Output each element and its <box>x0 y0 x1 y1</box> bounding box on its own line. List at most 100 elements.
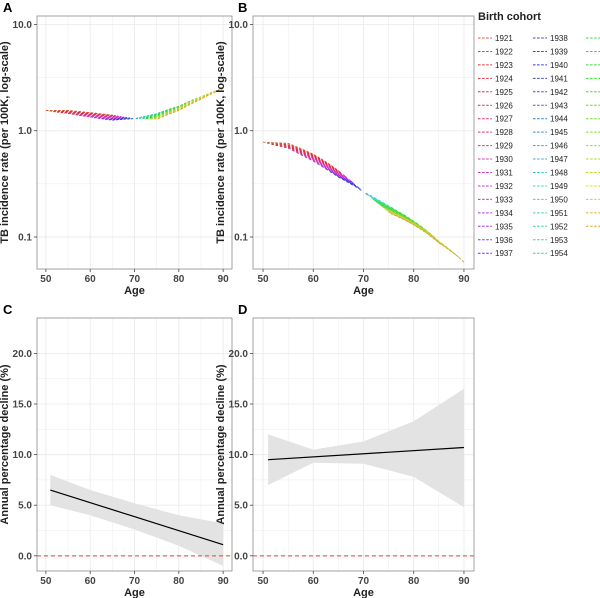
panel-letter: C <box>3 302 13 317</box>
y-tick-label: 20.0 <box>229 349 249 360</box>
legend-item: 1950 <box>533 195 568 204</box>
panel-letter: B <box>238 0 247 15</box>
cohort-series-line <box>386 210 456 255</box>
legend-item: 1937 <box>478 249 513 258</box>
x-tick-label: 50 <box>257 576 269 587</box>
y-tick-label: 15.0 <box>13 400 33 411</box>
y-axis-title: TB incidence rate (per 100K, log-scale) <box>215 41 227 244</box>
legend-item: 1926 <box>478 101 513 110</box>
x-axis-title: Age <box>124 285 145 297</box>
legend-label: 1935 <box>495 222 513 231</box>
cohort-series-line <box>156 87 224 120</box>
plot-area <box>262 141 465 263</box>
legend-label: 1925 <box>495 88 513 97</box>
x-tick-label: 60 <box>308 576 320 587</box>
x-tick-label: 90 <box>218 274 230 285</box>
y-axis-title: Annual percentage decline (%) <box>215 364 227 524</box>
y-tick-label: 0.0 <box>18 551 32 562</box>
legend-label: 1939 <box>550 47 568 56</box>
legend-item: 1949 <box>533 182 568 191</box>
legend-label: 1950 <box>550 195 568 204</box>
plot-area <box>37 474 232 566</box>
legend-label: 1930 <box>495 155 513 164</box>
legend-label: 1927 <box>495 115 513 124</box>
cohort-series-line <box>333 174 357 186</box>
legend-label: 1948 <box>550 169 568 178</box>
y-tick-label: 1.0 <box>234 126 248 137</box>
legend-item: 1941 <box>533 74 568 83</box>
legend-label: 1949 <box>550 182 568 191</box>
cohort-series-line <box>300 154 348 179</box>
panel-b: B 50 60 70 80 90 0.1 1.0 10.0 Age TB incidence rat… <box>215 0 475 297</box>
plot-area <box>253 388 474 557</box>
legend-label: 1941 <box>550 74 568 83</box>
legend-item: 1959 <box>586 91 600 93</box>
x-tick-label: 80 <box>173 576 185 587</box>
legend-item: 1931 <box>478 169 513 178</box>
legend-item: 1922 <box>478 47 513 56</box>
legend-label: 1954 <box>550 249 568 258</box>
legend-label: 1926 <box>495 101 513 110</box>
legend-label: 1928 <box>495 128 513 137</box>
x-axis-title: Age <box>353 587 374 598</box>
legend-item: 1933 <box>478 195 513 204</box>
fitted-trend-line <box>268 446 464 461</box>
y-tick-label: 10.0 <box>229 450 249 461</box>
legend-label: 1947 <box>550 155 568 164</box>
legend-item: 1940 <box>533 61 568 70</box>
legend-label: 1933 <box>495 195 513 204</box>
legend-item: 1934 <box>478 209 513 218</box>
legend-item: 1923 <box>478 61 513 70</box>
cohort-series-line <box>346 181 360 189</box>
legend-label: 1931 <box>495 169 513 178</box>
legend-title: Birth cohort <box>478 11 541 23</box>
legend-label: 1932 <box>495 182 513 191</box>
legend-item: 1942 <box>533 88 568 97</box>
cohort-series-line <box>104 117 128 121</box>
legend-label: 1934 <box>495 209 513 218</box>
legend-item: 1954 <box>533 249 568 258</box>
cohort-series-line <box>292 149 346 178</box>
y-tick-label: 15.0 <box>229 400 249 411</box>
y-tick-label: 20.0 <box>13 349 33 360</box>
y-tick-label: 10.0 <box>13 20 33 31</box>
legend-label: 1942 <box>550 88 568 97</box>
legend-label: 1946 <box>550 142 568 151</box>
legend-item: 1924 <box>478 74 513 83</box>
legend-label: 1953 <box>550 236 568 245</box>
legend-item: 1953 <box>533 236 568 245</box>
fitted-trend-line <box>50 489 224 546</box>
legend-label: 1943 <box>550 101 568 110</box>
legend-label: 1923 <box>495 61 513 70</box>
y-tick-label: 0.0 <box>234 551 248 562</box>
x-tick-label: 80 <box>408 274 420 285</box>
x-axis-title: Age <box>353 285 374 297</box>
cohort-series-line <box>376 202 419 225</box>
x-tick-label: 90 <box>218 576 230 587</box>
legend: Birth cohort 1921 1922 1923 1924 1925 1926 1927… <box>478 11 600 258</box>
plot-area <box>45 87 224 121</box>
legend-label: 1944 <box>550 115 568 124</box>
legend-item: 1965 <box>586 172 600 173</box>
panel-c: C 50 60 70 80 90 0.0 5.0 10.0 15.0 20.0 Age Annual p… <box>0 302 233 598</box>
legend-label: 1922 <box>495 47 513 56</box>
legend-item: 1958 <box>586 77 600 79</box>
cohort-series-line <box>279 145 343 175</box>
x-tick-label: 70 <box>358 576 370 587</box>
legend-item: 1966 <box>586 185 600 187</box>
legend-item: 1936 <box>478 236 513 245</box>
x-tick-label: 70 <box>129 274 141 285</box>
panel-d: D 50 60 70 80 90 0.0 5.0 10.0 15.0 20.0 Age Annual p… <box>215 302 475 598</box>
legend-item: 1961 <box>586 118 600 120</box>
legend-label: 1951 <box>550 209 568 218</box>
x-axis-title: Age <box>124 587 145 598</box>
confidence-band <box>50 474 224 566</box>
legend-item: 1945 <box>533 128 568 137</box>
legend-item: 1939 <box>533 47 568 56</box>
gridlines <box>37 318 232 571</box>
cohort-series-line <box>388 212 465 263</box>
x-tick-label: 70 <box>129 576 141 587</box>
legend-item: 1947 <box>533 155 568 164</box>
cohort-series-line <box>313 160 352 182</box>
x-tick-label: 50 <box>257 274 269 285</box>
